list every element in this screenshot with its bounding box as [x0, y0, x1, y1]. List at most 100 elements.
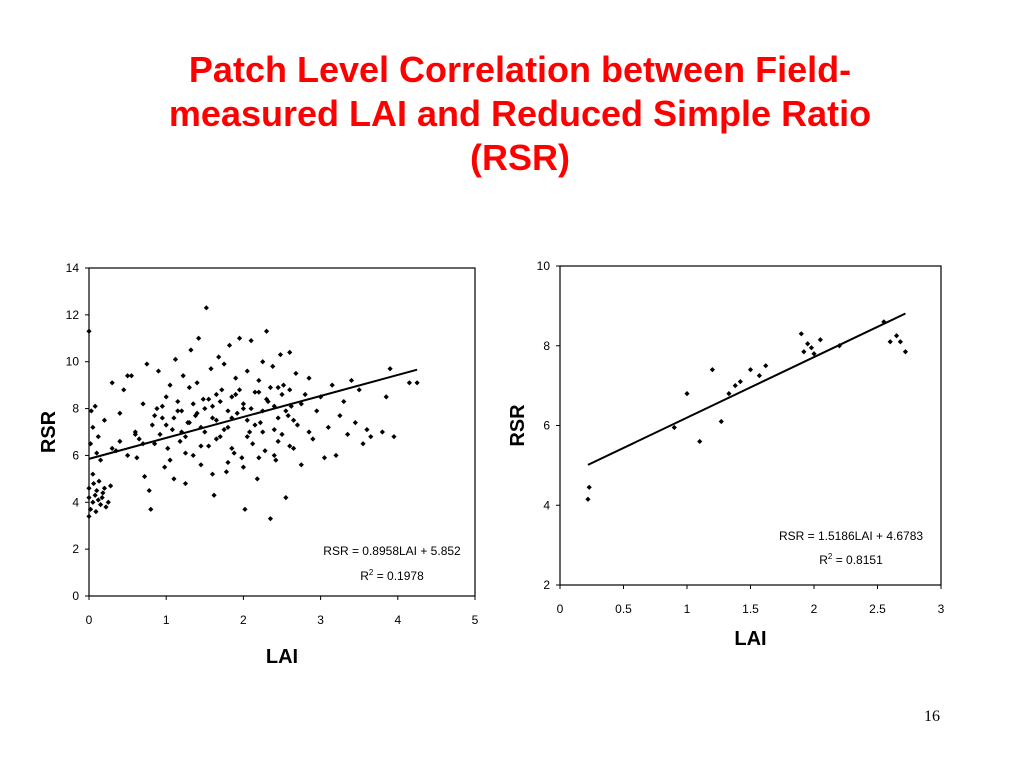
data-point — [109, 445, 115, 451]
x-tick-label: 1 — [163, 613, 170, 627]
data-point — [368, 434, 374, 440]
data-point — [287, 387, 293, 393]
data-point — [306, 375, 312, 381]
y-tick-label: 8 — [72, 402, 79, 416]
data-point — [801, 349, 807, 355]
data-point — [302, 391, 308, 398]
data-point — [125, 452, 131, 459]
data-point — [198, 424, 204, 430]
data-point — [277, 352, 284, 358]
data-point — [90, 424, 96, 430]
data-point — [86, 328, 92, 334]
data-point — [263, 396, 270, 402]
data-point — [244, 434, 250, 440]
data-point — [240, 401, 246, 407]
data-point — [356, 387, 362, 393]
data-point — [294, 422, 301, 428]
data-point — [260, 408, 266, 414]
data-point — [225, 459, 231, 466]
data-point — [159, 415, 165, 421]
data-point — [254, 476, 260, 482]
scatter-chart-right: 2 4 6 8 10 0 0.5 1 1.5 2 2.5 3 LAI RSR RSR = 1.5186LAI… — [507, 259, 945, 650]
data-point — [231, 450, 237, 456]
r2-superscript: 2 — [828, 552, 833, 561]
data-point — [887, 339, 893, 345]
data-point — [256, 455, 262, 461]
data-point — [732, 383, 738, 389]
data-point — [154, 405, 160, 412]
data-point — [414, 380, 420, 386]
y-tick-label: 14 — [66, 261, 80, 275]
data-point — [248, 405, 254, 412]
data-point — [101, 417, 108, 423]
data-point — [586, 484, 592, 490]
y-axis-label: RSR — [507, 404, 529, 447]
slide-title: Patch Level Correlation between Field- m… — [100, 48, 940, 180]
data-point — [182, 450, 189, 456]
data-point — [99, 495, 105, 501]
x-tick-label: 0.5 — [615, 602, 632, 616]
data-point — [108, 483, 114, 489]
y-tick-label: 8 — [543, 339, 550, 353]
data-point — [333, 452, 339, 459]
data-point — [179, 429, 185, 435]
data-point — [808, 345, 815, 351]
data-point — [271, 427, 277, 433]
regression-equation: RSR = 1.5186LAI + 4.6783 — [779, 529, 923, 543]
data-point — [283, 408, 289, 414]
y-tick-label: 4 — [543, 498, 550, 512]
y-tick-label: 4 — [72, 495, 79, 509]
data-point — [180, 373, 186, 379]
data-point — [179, 408, 185, 414]
x-axis-label: LAI — [266, 646, 298, 668]
data-point — [163, 394, 169, 400]
data-point — [140, 441, 146, 447]
data-point — [209, 471, 216, 477]
data-point — [203, 305, 209, 311]
data-point — [379, 429, 385, 435]
data-point — [805, 341, 811, 347]
data-point — [252, 389, 258, 395]
data-point — [216, 354, 222, 360]
data-point — [718, 418, 724, 425]
data-point — [275, 415, 281, 421]
data-point — [229, 445, 235, 451]
data-point — [213, 436, 219, 442]
data-point — [737, 379, 743, 385]
data-point — [285, 413, 291, 419]
data-point — [121, 387, 127, 393]
data-point — [190, 452, 196, 459]
data-point — [298, 462, 304, 468]
data-point — [87, 441, 94, 447]
data-point — [262, 448, 268, 454]
data-point — [190, 401, 196, 407]
data-point — [95, 497, 101, 503]
data-point — [100, 490, 106, 496]
data-point — [167, 382, 173, 388]
data-point — [177, 438, 183, 444]
data-point — [345, 431, 351, 437]
data-point — [236, 335, 243, 341]
x-tick-label: 4 — [394, 613, 401, 627]
y-tick-label: 2 — [543, 578, 550, 592]
data-point — [233, 375, 239, 381]
y-tick-label: 6 — [72, 448, 79, 462]
data-point — [132, 431, 138, 437]
data-point — [202, 429, 208, 435]
data-point — [87, 506, 94, 512]
data-point — [159, 403, 165, 409]
data-point — [747, 367, 754, 373]
data-point — [91, 480, 97, 487]
data-point — [226, 342, 233, 348]
data-point — [267, 384, 274, 391]
title-line: Patch Level Correlation between Field- — [188, 49, 852, 90]
x-tick-label: 2 — [811, 602, 818, 616]
data-point — [103, 504, 109, 510]
data-point — [167, 457, 173, 463]
data-point — [257, 420, 263, 426]
data-point — [221, 361, 227, 367]
data-point — [242, 506, 248, 512]
data-point — [585, 496, 591, 502]
data-point — [206, 443, 212, 449]
